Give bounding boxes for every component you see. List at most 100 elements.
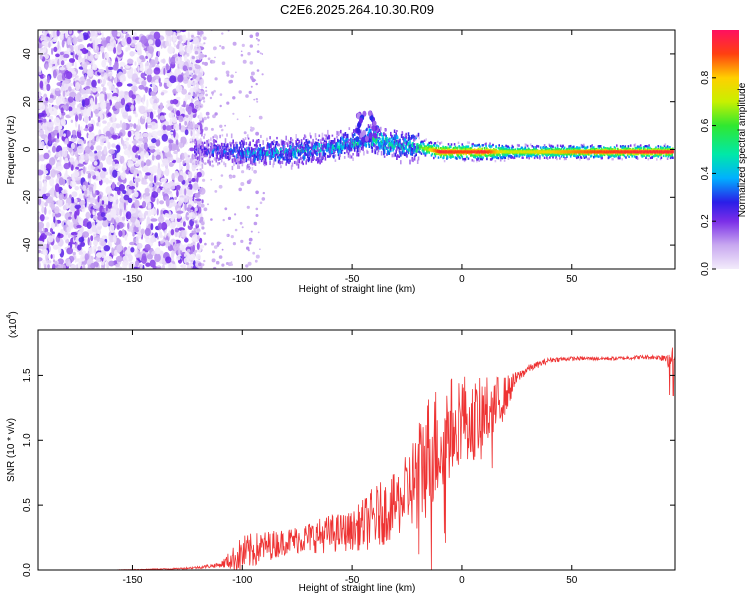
spectrogram-cell (352, 153, 354, 156)
spectrogram-cell (170, 229, 175, 236)
spectrogram-cell (106, 156, 113, 165)
spectrogram-cell (450, 156, 452, 159)
spectrogram-cell (153, 67, 161, 75)
spectrogram-cell (184, 188, 187, 196)
spectrogram-cell (171, 116, 178, 124)
spectrogram-cell (76, 138, 84, 145)
spectrogram-cell (272, 141, 274, 146)
spectrogram-ridge-core (453, 150, 456, 154)
spectrogram-cell (176, 96, 181, 101)
spectrogram-cell (310, 146, 313, 150)
spectrogram-cell (479, 157, 482, 161)
spectrogram-cell (186, 207, 191, 212)
spectrogram-cell (294, 149, 297, 154)
spectrogram-cell (114, 163, 121, 169)
spectrogram-cell (250, 85, 253, 88)
spectrogram-cell (255, 254, 260, 259)
spectrogram-cell (423, 147, 426, 151)
spectrogram-cell (81, 99, 85, 107)
spectrogram-cell (241, 170, 245, 174)
spectrogram-cell (478, 159, 480, 162)
spectrogram-cell (453, 143, 456, 146)
spectrogram-cell (366, 150, 369, 154)
spectrogram-cell (202, 100, 206, 103)
spectrogram-cell (322, 137, 324, 141)
spectrogram-cell (118, 132, 123, 137)
spectrogram-cell (267, 153, 270, 157)
spectrogram-cell (117, 189, 121, 196)
spectrogram-cell (409, 139, 411, 144)
spectrogram-cell (186, 104, 190, 108)
spectrogram-cell (68, 86, 72, 92)
spectrogram-cell (217, 143, 219, 148)
spectrogram-cell (187, 196, 193, 200)
spectrogram-cell (173, 129, 176, 138)
spectrogram-ridge-core (505, 150, 507, 154)
spectrogram-cell (280, 161, 283, 164)
spectrogram-cell (190, 73, 193, 78)
spectrogram-cell (44, 44, 47, 53)
spectrogram-cell (165, 30, 173, 37)
spectrogram-cell (42, 227, 45, 232)
spectrogram-cell (101, 235, 108, 240)
spectrogram-cell (248, 237, 253, 242)
spectrogram-cell (431, 152, 434, 156)
spectrogram-ridge-core (443, 150, 446, 154)
spectrogram-cell (390, 147, 392, 151)
spectrogram-cell (330, 143, 333, 147)
spectrogram-cell (295, 140, 297, 145)
spectrogram-cell (300, 139, 303, 144)
spectrogram-cell (194, 50, 199, 55)
spectrogram-cell (145, 159, 151, 167)
spectrogram-cell (254, 156, 257, 161)
spectrogram-cell (142, 264, 145, 269)
spectrogram-cell (309, 146, 311, 149)
spectrogram-cell (133, 266, 138, 269)
spectrogram-cell (51, 231, 55, 235)
spectrogram-cell (342, 145, 344, 148)
spectrogram-cell (256, 139, 258, 144)
spectrogram-cell (75, 81, 81, 91)
spectrogram-cell (262, 154, 264, 157)
spectrogram-cell (187, 171, 191, 174)
spectrogram-cell (135, 95, 142, 102)
spectrogram-cell (324, 152, 327, 156)
spectrogram-cell (121, 38, 127, 47)
spectrogram-cell (320, 148, 322, 153)
spectrogram-cell (141, 181, 148, 185)
spectrogram-cell (74, 93, 81, 103)
spectrogram-cell (61, 189, 68, 194)
spectrogram-cell (133, 123, 137, 129)
spectrogram-cell (256, 50, 260, 53)
spectrogram-cell (39, 54, 43, 60)
spectrogram-cell (219, 44, 222, 48)
spectrogram-cell (156, 208, 159, 216)
spectrogram-cell (293, 153, 295, 158)
spectrogram-cell (473, 154, 476, 157)
spectrogram-cell (386, 147, 389, 150)
spectrogram-cell (374, 150, 377, 155)
spectrogram-cell (473, 155, 475, 159)
spectrogram-cell (78, 124, 81, 133)
spectrogram-cell (43, 74, 46, 78)
spectrogram-cell (451, 153, 454, 157)
spectrogram-cell (49, 137, 52, 145)
spectrogram-cell (185, 156, 191, 164)
spectrogram-cell (393, 129, 396, 133)
spectrogram-cell (115, 217, 120, 223)
spectrogram-cell (68, 68, 75, 72)
spectrogram-cell (238, 187, 242, 192)
spectrogram-cell (257, 231, 260, 234)
spectrogram-cell (193, 200, 197, 204)
spectrogram-cell (233, 162, 235, 167)
spectrogram-cell (63, 133, 66, 138)
spectrogram-cell (90, 262, 96, 269)
spectrogram-cell (434, 155, 437, 158)
spectrogram-cell (60, 228, 64, 235)
spectrogram-cell (80, 106, 85, 110)
spectrogram-cell (194, 220, 198, 224)
spectrogram-cell (402, 142, 404, 147)
spectrogram-cell (310, 142, 313, 147)
spectrogram-cell (49, 94, 54, 99)
spectrogram-cell (174, 53, 178, 58)
